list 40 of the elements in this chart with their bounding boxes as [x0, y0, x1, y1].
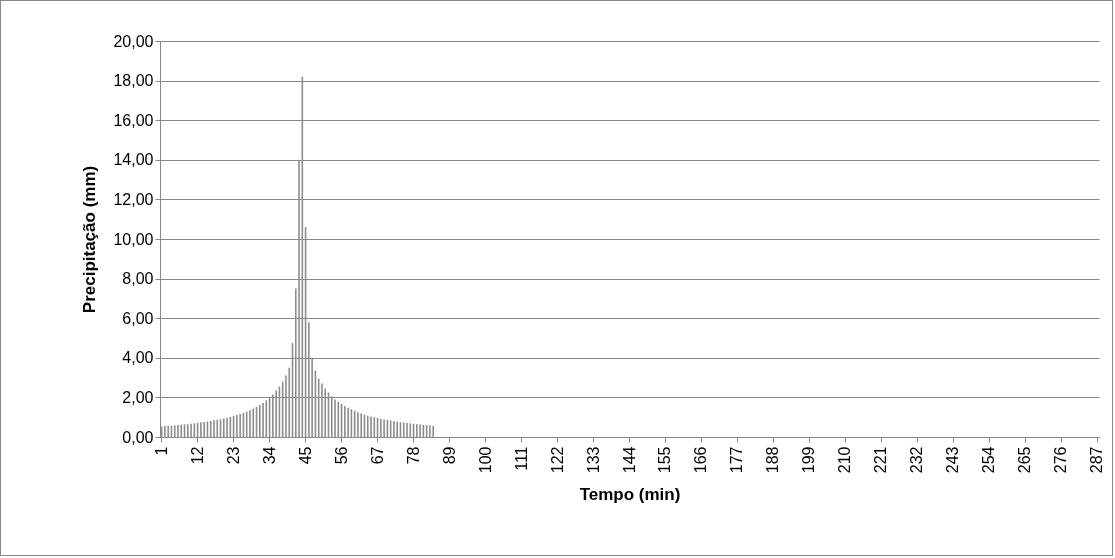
x-tick-label: 12: [188, 446, 206, 465]
y-axis-title: Precipitação (mm): [80, 165, 100, 314]
x-tick-label: 276: [1052, 446, 1070, 474]
x-tick-label: 243: [944, 446, 962, 474]
x-axis-title: Tempo (min): [579, 485, 681, 505]
y-tick-label: 16,00: [113, 111, 154, 129]
x-tick-label: 287: [1088, 446, 1106, 474]
x-tick-label: 100: [476, 446, 494, 474]
y-tick-label: 20,00: [113, 32, 154, 50]
x-tick-label: 78: [404, 446, 422, 465]
x-tick-label: 45: [296, 446, 314, 465]
y-tick-label: 8,00: [122, 270, 154, 288]
y-tick-label: 14,00: [113, 151, 154, 169]
y-tick-label: 12,00: [113, 190, 154, 208]
x-tick-label: 34: [260, 446, 278, 465]
x-tick-label: 111: [512, 446, 530, 471]
x-tick-label: 23: [224, 446, 242, 465]
x-tick-label: 122: [548, 446, 566, 474]
x-tick-label: 221: [872, 446, 890, 474]
y-tick-label: 4,00: [122, 349, 154, 367]
x-tick-label: 232: [908, 446, 926, 474]
x-tick-label: 265: [1016, 446, 1034, 474]
x-tick-label: 254: [980, 446, 998, 474]
y-tick-label: 0,00: [122, 428, 154, 446]
x-tick-label: 89: [440, 446, 458, 465]
x-tick-label: 144: [620, 446, 638, 474]
y-tick-label: 2,00: [122, 388, 154, 406]
x-tick-label: 177: [728, 446, 746, 474]
x-tick-label: 210: [836, 446, 854, 474]
x-tick-label: 166: [692, 446, 710, 474]
x-tick-label: 1: [152, 446, 170, 456]
x-tick-label: 188: [764, 446, 782, 474]
y-tick-label: 18,00: [113, 72, 154, 90]
x-tick-label: 133: [584, 446, 602, 474]
x-tick-label: 56: [332, 446, 350, 465]
x-tick-label: 155: [656, 446, 674, 474]
y-tick-label: 10,00: [113, 230, 154, 248]
x-tick-label: 67: [368, 446, 386, 465]
y-tick-label: 6,00: [122, 309, 154, 327]
x-tick-label: 199: [800, 446, 818, 474]
